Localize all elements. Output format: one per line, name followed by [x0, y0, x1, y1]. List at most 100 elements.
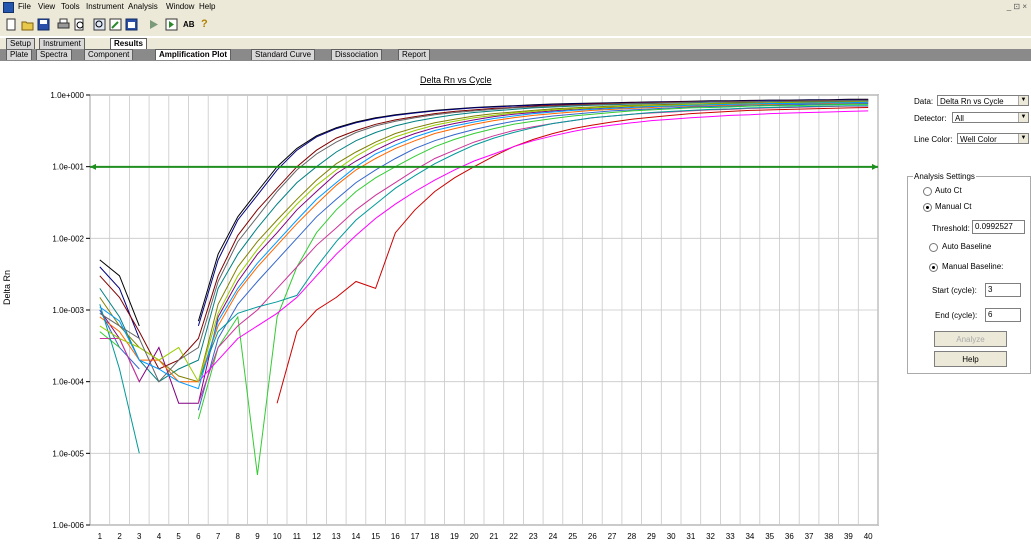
menu-file[interactable]: File [18, 2, 31, 11]
x-tick-label: 1 [98, 532, 103, 541]
y-tick-label: 1.0e-001 [52, 163, 84, 172]
menu-instrument[interactable]: Instrument [86, 2, 124, 11]
x-tick-label: 6 [196, 532, 201, 541]
window-controls[interactable]: _ ⊡ × [1006, 2, 1027, 11]
amplification-curve [198, 110, 869, 383]
x-tick-label: 8 [236, 532, 241, 541]
zoom-icon[interactable] [92, 17, 107, 32]
auto-ct-radio[interactable] [923, 187, 932, 196]
x-tick-label: 5 [176, 532, 181, 541]
y-tick-label: 1.0e-005 [52, 449, 84, 458]
menu-tools[interactable]: Tools [61, 2, 80, 11]
x-tick-label: 17 [411, 532, 420, 541]
tab-component[interactable]: Component [84, 49, 134, 60]
chevron-down-icon: ▼ [1018, 113, 1028, 122]
x-tick-label: 24 [548, 532, 557, 541]
tab-standard-curve[interactable]: Standard Curve [251, 49, 316, 60]
x-tick-label: 28 [627, 532, 636, 541]
analyze-button[interactable]: Analyze [934, 331, 1007, 347]
new-file-icon[interactable] [4, 17, 19, 32]
data-select-value: Delta Rn vs Cycle [940, 97, 1004, 106]
y-tick-label: 1.0e-002 [52, 234, 84, 243]
x-tick-label: 3 [137, 532, 142, 541]
open-folder-icon[interactable] [20, 17, 35, 32]
save-icon[interactable] [36, 17, 51, 32]
instrument-icon[interactable] [164, 17, 179, 32]
tab-instrument[interactable]: Instrument [39, 38, 85, 49]
x-tick-label: 22 [509, 532, 518, 541]
x-tick-label: 13 [332, 532, 341, 541]
analysis-settings-title: Analysis Settings [913, 172, 976, 181]
tab-amplification-plot[interactable]: Amplification Plot [155, 49, 231, 60]
auto-baseline-radio[interactable] [929, 243, 938, 252]
amplification-curve [99, 105, 869, 454]
x-tick-label: 27 [608, 532, 617, 541]
manual-baseline-radio[interactable] [929, 263, 938, 272]
start-cycle-input[interactable]: 3 [985, 283, 1021, 297]
threshold-input[interactable]: 0.0992527 [972, 220, 1025, 234]
help-button[interactable]: Help [934, 351, 1007, 367]
line-color-label: Line Color: [914, 135, 953, 144]
end-cycle-label: End (cycle): [935, 311, 978, 320]
x-tick-label: 2 [117, 532, 122, 541]
y-tick-label: 1.0e+000 [50, 91, 84, 100]
x-tick-label: 31 [686, 532, 695, 541]
app-icon [3, 2, 14, 13]
x-tick-label: 11 [293, 532, 302, 541]
print-icon[interactable] [56, 17, 71, 32]
x-tick-label: 34 [745, 532, 754, 541]
edit-plate-icon[interactable] [108, 17, 123, 32]
x-tick-label: 21 [489, 532, 498, 541]
x-tick-label: 39 [844, 532, 853, 541]
x-tick-label: 36 [785, 532, 794, 541]
menu-bar: File View Tools Instrument Analysis Wind… [0, 0, 1031, 14]
tab-setup[interactable]: Setup [6, 38, 35, 49]
x-tick-label: 23 [529, 532, 538, 541]
x-tick-label: 26 [588, 532, 597, 541]
detector-label: Detector: [914, 114, 947, 123]
line-color-select[interactable]: Well Color ▼ [957, 133, 1029, 144]
detector-select[interactable]: All ▼ [952, 112, 1029, 123]
x-tick-label: 15 [371, 532, 380, 541]
menu-help[interactable]: Help [199, 2, 216, 11]
menu-view[interactable]: View [38, 2, 56, 11]
x-tick-label: 37 [805, 532, 814, 541]
x-tick-label: 29 [647, 532, 656, 541]
line-color-select-value: Well Color [960, 135, 997, 144]
tab-dissociation[interactable]: Dissociation [331, 49, 383, 60]
sub-tab-bar: Plate Spectra Component Amplification Pl… [0, 49, 1031, 61]
spelling-icon[interactable]: AB [183, 20, 195, 29]
table-view-icon[interactable] [124, 17, 139, 32]
end-cycle-input[interactable]: 6 [985, 308, 1021, 322]
x-tick-label: 33 [726, 532, 735, 541]
x-tick-label: 20 [470, 532, 479, 541]
y-tick-label: 1.0e-003 [52, 306, 84, 315]
x-tick-label: 7 [216, 532, 221, 541]
manual-ct-radio[interactable] [923, 203, 932, 212]
x-tick-label: 19 [450, 532, 459, 541]
x-tick-label: 12 [312, 532, 321, 541]
tab-plate[interactable]: Plate [6, 49, 33, 60]
x-tick-label: 4 [157, 532, 162, 541]
help-icon[interactable]: ? [201, 18, 208, 30]
amplification-curve [99, 102, 869, 383]
amplification-curve [276, 107, 869, 404]
threshold-arrow-left [90, 163, 96, 170]
amplification-curve [99, 99, 869, 383]
x-tick-label: 10 [273, 532, 282, 541]
y-tick-label: 1.0e-004 [52, 378, 84, 387]
menu-window[interactable]: Window [166, 2, 195, 11]
data-label: Data: [914, 97, 934, 106]
tab-spectra[interactable]: Spectra [36, 49, 72, 60]
tab-results[interactable]: Results [110, 38, 147, 49]
x-tick-label: 25 [568, 532, 577, 541]
menu-analysis[interactable]: Analysis [128, 2, 158, 11]
print-preview-icon[interactable] [72, 17, 87, 32]
data-select[interactable]: Delta Rn vs Cycle ▼ [937, 95, 1029, 106]
amplification-curve [99, 99, 869, 339]
tab-report[interactable]: Report [398, 49, 431, 60]
x-tick-label: 40 [864, 532, 873, 541]
run-icon[interactable] [146, 17, 161, 32]
amplification-plot[interactable]: 1.0e-006 1.0e-005 1.0e-004 1.0e-003 1.0e-002… [0, 60, 900, 554]
x-tick-label: 38 [824, 532, 833, 541]
